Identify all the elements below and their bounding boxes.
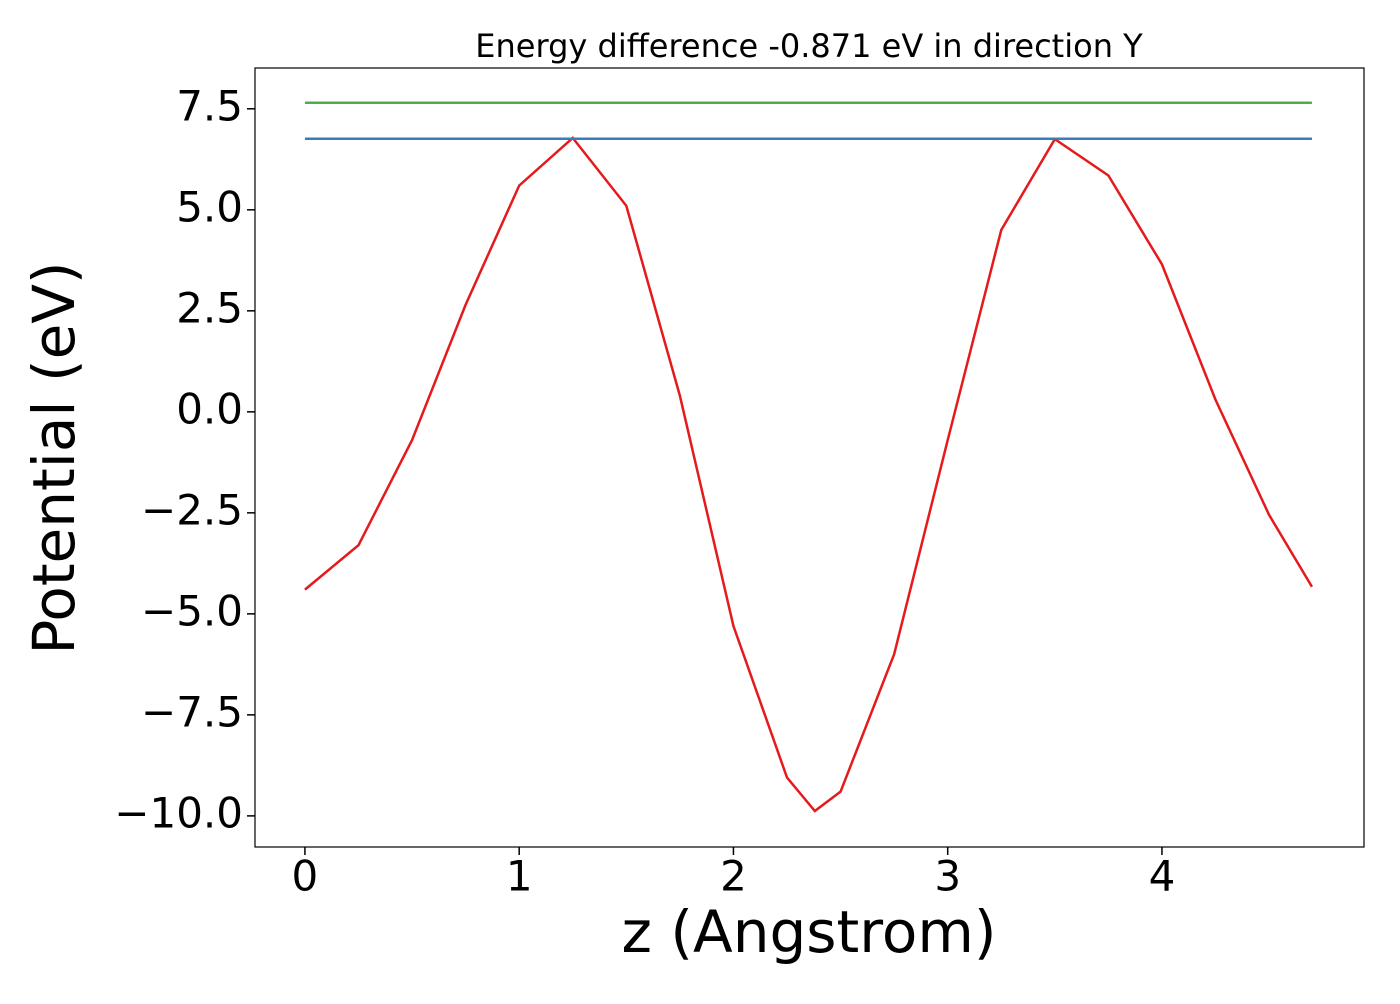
plot-frame <box>254 67 1365 848</box>
x-tick-label: 2 <box>720 852 747 901</box>
x-axis-label: z (Angstrom) <box>622 898 997 966</box>
y-axis-label: Potential (eV) <box>20 261 88 654</box>
x-tick-label: 0 <box>292 852 319 901</box>
x-tick-label: 1 <box>506 852 533 901</box>
y-tick-label: −10.0 <box>114 788 243 837</box>
data-line <box>304 136 1314 813</box>
x-tick-label: 3 <box>934 852 961 901</box>
y-tick-label: −5.0 <box>141 586 243 635</box>
chart-title: Energy difference -0.871 eV in direction… <box>475 27 1143 65</box>
y-tick-label: 0.0 <box>176 384 243 433</box>
x-tick-label: 4 <box>1149 852 1176 901</box>
y-tick-label: 5.0 <box>176 182 243 231</box>
y-tick-label: −7.5 <box>141 687 243 736</box>
y-tick-label: 7.5 <box>176 81 243 130</box>
y-tick-label: −2.5 <box>141 485 243 534</box>
y-tick-label: 2.5 <box>176 283 243 332</box>
